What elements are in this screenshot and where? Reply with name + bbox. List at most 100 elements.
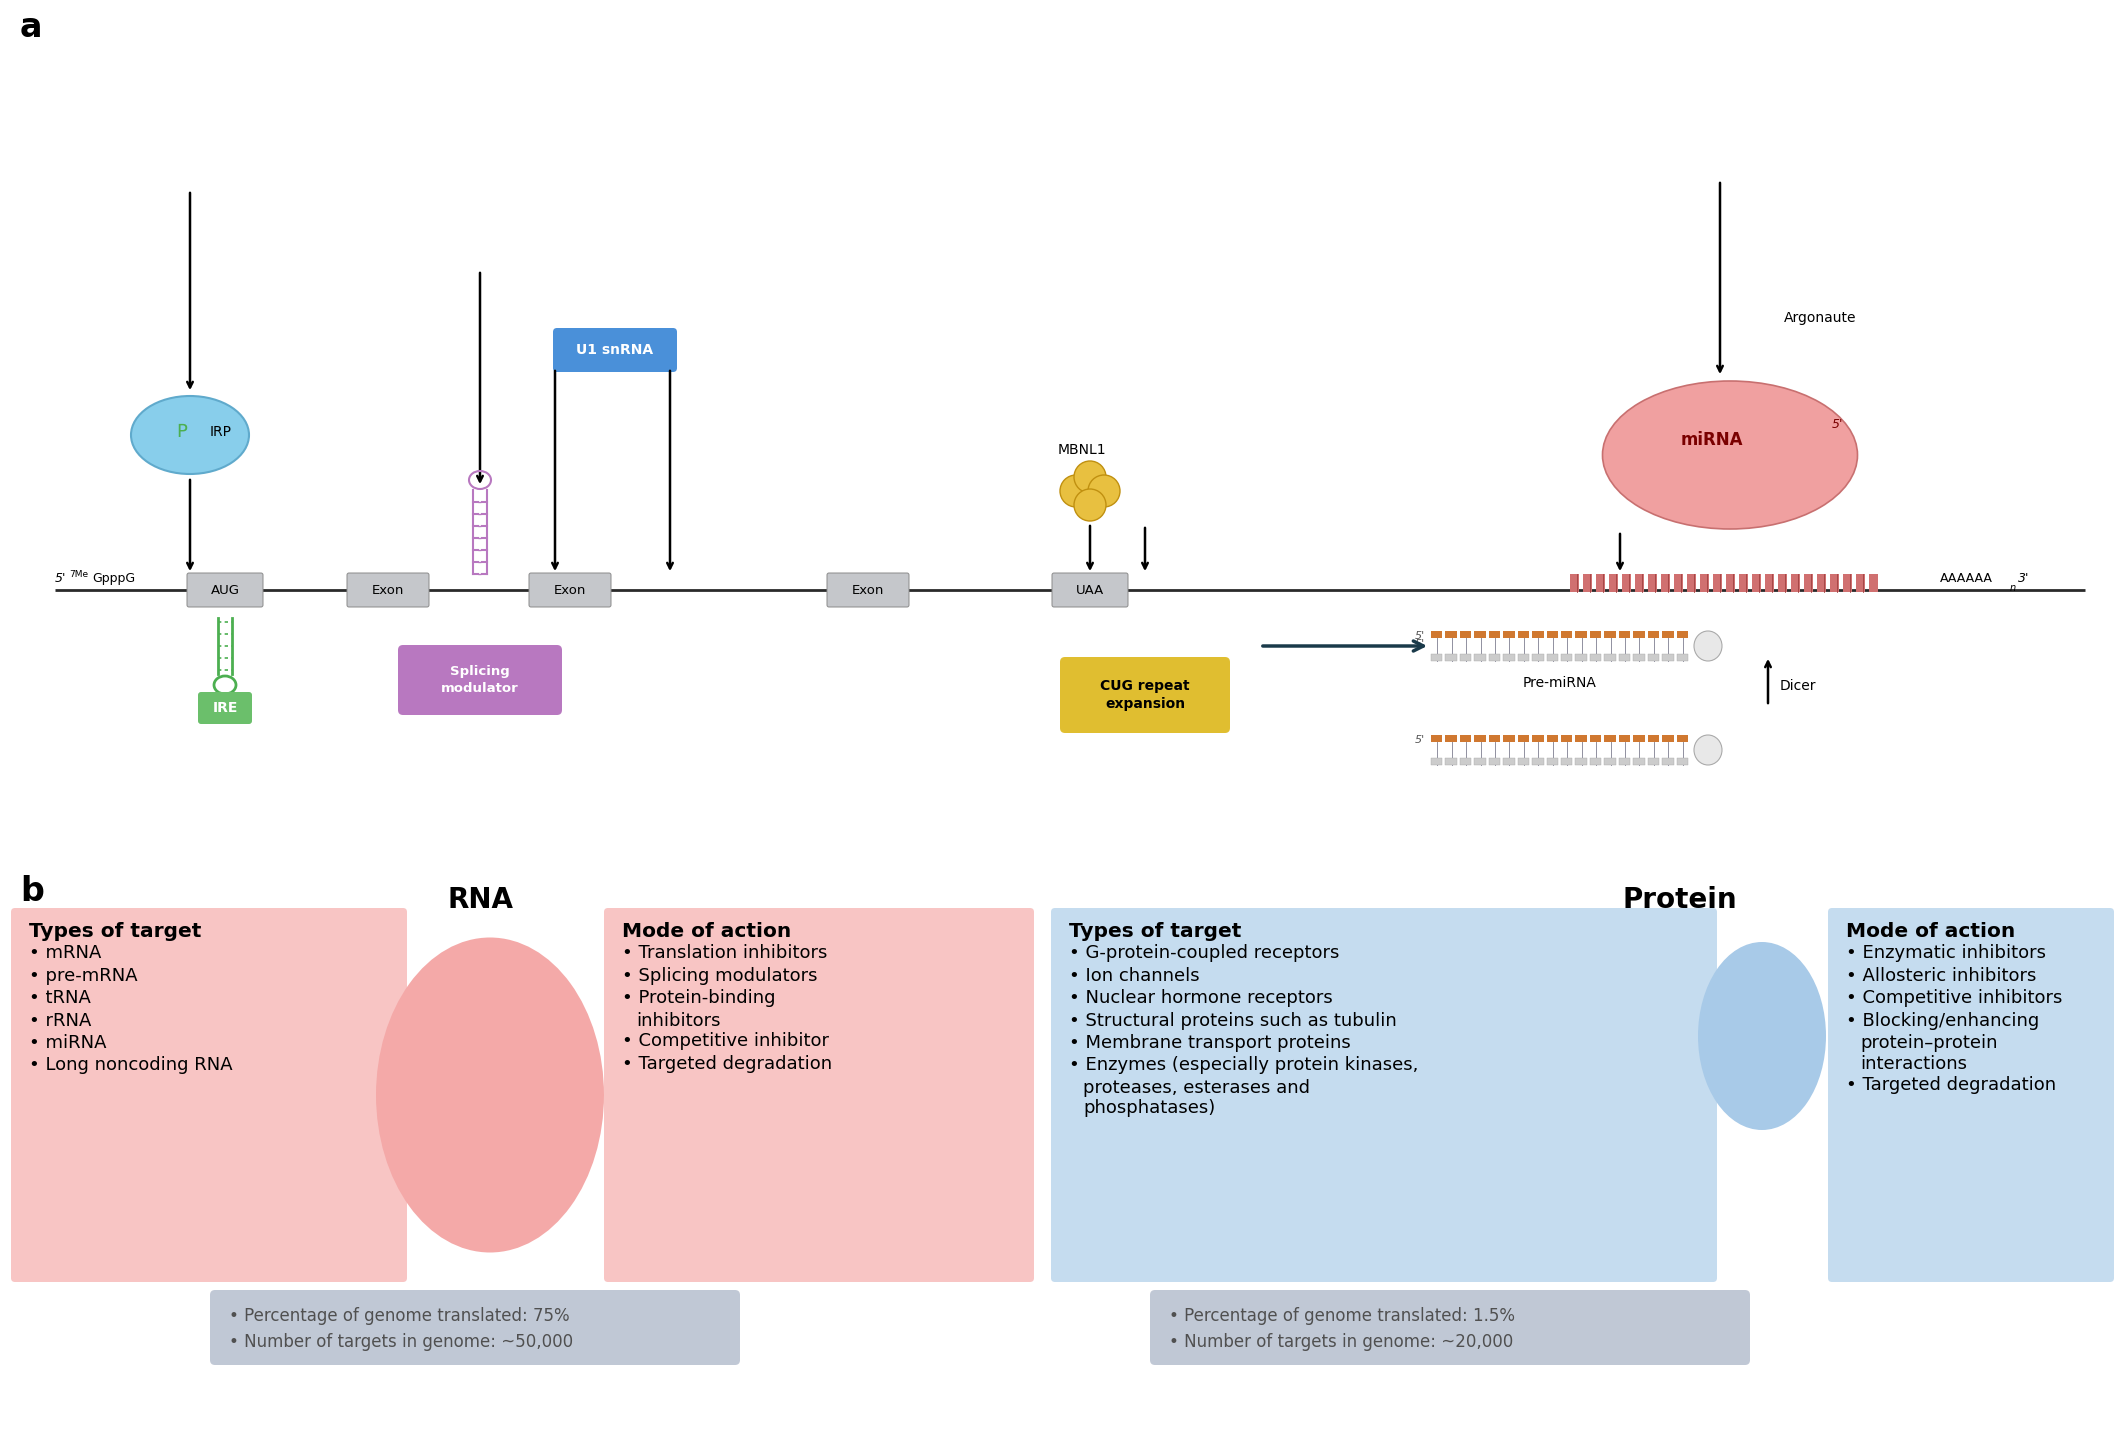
Text: Argonaute: Argonaute: [1784, 312, 1856, 325]
Bar: [1444, 759, 1457, 764]
Text: Splicing
modulator: Splicing modulator: [441, 665, 520, 695]
Text: Dicer: Dicer: [1780, 678, 1816, 693]
Text: • Allosteric inhibitors: • Allosteric inhibitors: [1845, 967, 2036, 984]
Bar: [1603, 759, 1616, 764]
Bar: [1818, 574, 1826, 593]
Bar: [1714, 574, 1722, 593]
Bar: [1561, 630, 1572, 638]
Text: UAA: UAA: [1075, 584, 1105, 597]
Bar: [1595, 574, 1606, 593]
Bar: [1444, 630, 1457, 638]
Text: • Splicing modulators: • Splicing modulators: [621, 967, 817, 984]
Bar: [1663, 735, 1673, 743]
Bar: [1830, 574, 1839, 593]
Bar: [1603, 654, 1616, 661]
Ellipse shape: [1695, 630, 1722, 661]
Bar: [1633, 654, 1644, 661]
Text: phosphatases): phosphatases): [1084, 1099, 1215, 1117]
Bar: [1591, 654, 1601, 661]
Bar: [1489, 759, 1500, 764]
Bar: [1648, 735, 1659, 743]
Bar: [1489, 654, 1500, 661]
Bar: [1648, 630, 1659, 638]
Bar: [1546, 735, 1559, 743]
Bar: [1676, 735, 1688, 743]
Text: • Enzymes (especially protein kinases,: • Enzymes (especially protein kinases,: [1069, 1056, 1419, 1075]
Bar: [1531, 654, 1544, 661]
Bar: [1576, 654, 1587, 661]
Bar: [1474, 735, 1487, 743]
Bar: [1765, 574, 1773, 593]
Bar: [1623, 574, 1631, 593]
Bar: [1633, 759, 1644, 764]
Text: IRE: IRE: [212, 700, 238, 715]
Bar: [1633, 630, 1644, 638]
Text: 7Me: 7Me: [70, 569, 89, 579]
Bar: [1432, 735, 1442, 743]
Bar: [1531, 630, 1544, 638]
FancyBboxPatch shape: [348, 574, 428, 607]
Text: • rRNA: • rRNA: [30, 1012, 91, 1029]
Bar: [1561, 759, 1572, 764]
Bar: [1546, 759, 1559, 764]
Bar: [1673, 574, 1682, 593]
Bar: [1591, 735, 1601, 743]
Bar: [1869, 574, 1877, 593]
Bar: [1531, 735, 1544, 743]
Bar: [1618, 759, 1631, 764]
Text: • Blocking/enhancing: • Blocking/enhancing: [1845, 1012, 2038, 1029]
Text: • Enzymatic inhibitors: • Enzymatic inhibitors: [1845, 945, 2047, 962]
Text: Exon: Exon: [371, 584, 405, 597]
Bar: [1591, 759, 1601, 764]
Text: • Protein-binding: • Protein-binding: [621, 989, 776, 1008]
Text: 5': 5': [1415, 630, 1425, 641]
Bar: [1489, 735, 1500, 743]
Bar: [1591, 630, 1601, 638]
FancyBboxPatch shape: [554, 328, 677, 371]
Text: • Nuclear hormone receptors: • Nuclear hormone receptors: [1069, 989, 1332, 1008]
Bar: [1790, 574, 1801, 593]
Bar: [1504, 759, 1514, 764]
FancyBboxPatch shape: [399, 645, 562, 715]
FancyBboxPatch shape: [197, 692, 252, 724]
Bar: [1444, 654, 1457, 661]
Text: • pre-mRNA: • pre-mRNA: [30, 967, 138, 984]
Bar: [1676, 654, 1688, 661]
FancyBboxPatch shape: [604, 909, 1035, 1281]
Bar: [1546, 654, 1559, 661]
Bar: [1504, 654, 1514, 661]
Bar: [1856, 574, 1864, 593]
Circle shape: [1088, 475, 1120, 507]
Bar: [1603, 735, 1616, 743]
Bar: [1686, 574, 1697, 593]
Text: • Targeted degradation: • Targeted degradation: [621, 1054, 831, 1073]
Text: b: b: [19, 875, 45, 909]
Text: 5': 5': [1415, 735, 1425, 745]
Bar: [1843, 574, 1852, 593]
Text: • Structural proteins such as tubulin: • Structural proteins such as tubulin: [1069, 1012, 1398, 1029]
Bar: [1610, 574, 1618, 593]
Ellipse shape: [1603, 381, 1858, 529]
Bar: [1432, 630, 1442, 638]
Bar: [1618, 735, 1631, 743]
Circle shape: [1073, 489, 1105, 521]
Text: proteases, esterases and: proteases, esterases and: [1084, 1079, 1311, 1096]
Ellipse shape: [1695, 735, 1722, 764]
Text: GpppG: GpppG: [91, 572, 136, 585]
Text: IRP: IRP: [210, 425, 231, 440]
Bar: [1459, 759, 1472, 764]
Bar: [1576, 735, 1587, 743]
FancyBboxPatch shape: [1052, 574, 1128, 607]
Bar: [1474, 654, 1487, 661]
Text: • Competitive inhibitor: • Competitive inhibitor: [621, 1032, 829, 1050]
Text: miRNA: miRNA: [1680, 431, 1743, 448]
Bar: [1648, 654, 1659, 661]
Text: Types of target: Types of target: [30, 922, 201, 941]
Bar: [1576, 630, 1587, 638]
Text: • Percentage of genome translated: 1.5%: • Percentage of genome translated: 1.5%: [1169, 1307, 1514, 1325]
Text: Mode of action: Mode of action: [621, 922, 791, 941]
Text: AAAAAA: AAAAAA: [1941, 572, 1994, 585]
Text: • tRNA: • tRNA: [30, 989, 91, 1008]
Text: a: a: [19, 12, 42, 44]
Bar: [1519, 735, 1529, 743]
